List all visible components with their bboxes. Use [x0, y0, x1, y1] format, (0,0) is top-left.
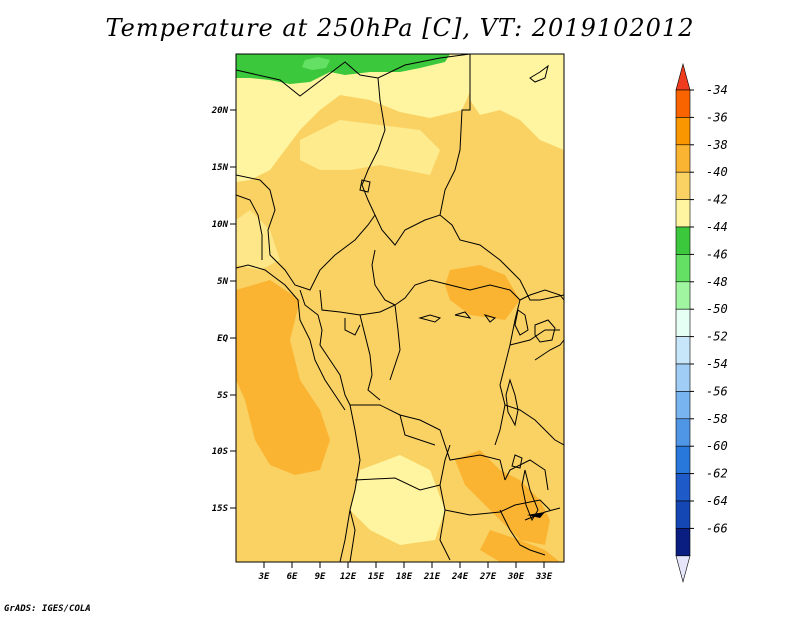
lon-label-33e: 33E: [535, 572, 553, 582]
colorbar-label: -58: [706, 412, 728, 426]
lat-label-10n: 10N: [212, 220, 229, 230]
colorbar-label: -40: [706, 165, 728, 179]
colorbar-cell: [675, 473, 691, 502]
map-frame: [235, 53, 565, 563]
colorbar-cell: [675, 445, 691, 474]
colorbar-label: -38: [706, 138, 728, 152]
colorbar-cell: [675, 226, 691, 255]
lon-label-12e: 12E: [340, 572, 357, 582]
colorbar-cell: [675, 528, 691, 557]
lon-label-24e: 24E: [451, 572, 469, 582]
colorbar-bottom-arrow: [675, 555, 691, 583]
grads-credit: GrADS: IGES/COLA: [4, 604, 91, 614]
cold-temperature-region: [236, 54, 450, 84]
latitude-ticks: 20N 15N 10N 5N EQ 5S 10S 15S: [211, 106, 236, 514]
colorbar-label: -54: [706, 357, 728, 371]
lon-label-3e: 3E: [258, 572, 270, 582]
longitude-ticks: 3E 6E 9E 12E 15E 18E 21E 24E 27E 30E 33E: [258, 562, 553, 582]
colorbar-cell: [675, 144, 691, 173]
lighter-temperature-regions: [236, 54, 564, 545]
colorbar: -34 -36 -38 -40 -42 -44 -46 -48 -50 -52 -54 -56 -58 -…: [675, 62, 728, 583]
colorbar-label: -44: [706, 220, 728, 234]
colorbar-label: -62: [706, 467, 728, 481]
colorbar-label: -48: [706, 275, 728, 289]
colorbar-cell: [675, 89, 691, 118]
colorbar-cell: [675, 117, 691, 146]
map-title: Temperature at 250hPa [C], VT: 201910201…: [105, 14, 695, 42]
lon-label-18e: 18E: [396, 572, 413, 582]
lon-label-15e: 15E: [368, 572, 385, 582]
colorbar-label: -52: [706, 330, 728, 344]
colorbar-cell: [675, 308, 691, 337]
colorbar-top-arrow: [675, 62, 691, 91]
lon-label-30e: 30E: [507, 572, 525, 582]
lon-label-6e: 6E: [287, 572, 298, 582]
warmer-temperature-regions: [236, 265, 560, 562]
colorbar-cell: [675, 254, 691, 283]
red-sea-coast: [529, 64, 549, 83]
colorbar-cell: [675, 171, 691, 200]
lat-label-5n: 5N: [217, 277, 228, 287]
colorbar-cell: [675, 281, 691, 310]
lat-label-15n: 15N: [212, 163, 229, 173]
colorbar-cell: [675, 500, 691, 529]
lakes: [359, 179, 556, 522]
map-plot-area: [236, 54, 564, 562]
lat-label-20n: 20N: [211, 106, 229, 116]
colorbar-cell: [675, 336, 691, 365]
colorbar-label: -64: [706, 494, 728, 508]
colorbar-label: -46: [706, 247, 728, 261]
colorbar-cell: [675, 363, 691, 392]
colorbar-label: -60: [706, 439, 728, 453]
lon-label-21e: 21E: [423, 572, 441, 582]
lon-label-9e: 9E: [315, 572, 326, 582]
colorbar-label: -56: [706, 384, 728, 398]
lat-label-10s: 10S: [212, 447, 229, 457]
country-borders: [236, 54, 564, 562]
lat-label-5s: 5S: [217, 391, 228, 401]
colorbar-cell: [675, 391, 691, 420]
colorbar-label: -42: [706, 193, 728, 207]
colorbar-cell: [675, 199, 691, 228]
lake-malawi: [527, 512, 545, 518]
colorbar-cell: [675, 418, 691, 447]
colorbar-label: -34: [706, 83, 728, 97]
lon-label-27e: 27E: [479, 572, 497, 582]
lat-label-15s: 15S: [212, 504, 229, 514]
colorbar-label: -66: [706, 521, 728, 535]
colorbar-label: -50: [706, 302, 728, 316]
lat-label-eq: EQ: [217, 334, 228, 344]
colorbar-label: -36: [706, 110, 728, 124]
